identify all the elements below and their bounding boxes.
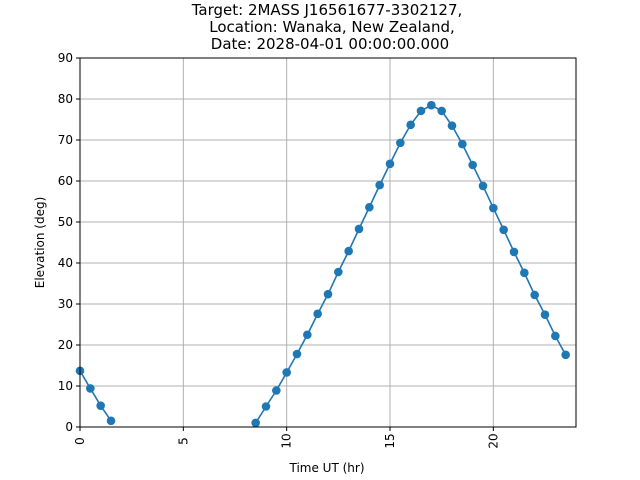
title-line-1: Target: 2MASS J16561677-3302127, (191, 1, 463, 19)
data-series (75, 100, 570, 428)
data-point (540, 310, 550, 319)
data-point (458, 139, 467, 149)
y-tick-label: 30 (58, 297, 73, 311)
data-point (509, 247, 519, 257)
data-point (261, 402, 271, 411)
data-point (385, 159, 395, 169)
y-axis-label: Elevation (deg) (33, 197, 47, 289)
plot-frame (79, 57, 577, 428)
x-axis-label: Time UT (hr) (288, 461, 364, 475)
data-point (520, 268, 529, 278)
x-tick-label: 10 (280, 433, 294, 448)
data-point (396, 138, 405, 148)
data-point (478, 181, 488, 191)
title-line-3: Date: 2028-04-01 00:00:00.000 (211, 35, 449, 53)
y-tick-label: 70 (58, 133, 73, 147)
data-point (365, 202, 374, 212)
data-point (499, 225, 508, 235)
data-point (303, 330, 312, 340)
data-point (561, 350, 570, 360)
data-point (96, 401, 105, 410)
data-point (313, 309, 322, 319)
x-tick-label: 5 (176, 437, 190, 445)
y-tick-label: 0 (65, 420, 73, 434)
y-tick-label: 50 (58, 215, 73, 229)
data-point (344, 246, 353, 256)
series-line (79, 370, 112, 422)
data-point (272, 386, 281, 395)
data-point (530, 290, 539, 300)
data-point (427, 100, 436, 110)
data-point (292, 349, 302, 359)
y-tick-label: 20 (58, 338, 73, 352)
axis-ticks: 0 5 10 15 20 0 10 20 30 40 50 60 70 80 90 (58, 51, 501, 449)
y-tick-label: 80 (58, 92, 73, 106)
data-point (334, 267, 343, 277)
x-tick-label: 15 (383, 433, 397, 448)
y-tick-label: 60 (58, 174, 73, 188)
x-tick-label: 20 (486, 433, 500, 448)
data-point (416, 106, 426, 116)
data-point (551, 331, 560, 341)
data-point (468, 160, 477, 170)
data-point (375, 180, 384, 190)
data-point (106, 416, 116, 426)
data-point (437, 106, 446, 116)
title-line-2: Location: Wanaka, New Zealand, (209, 18, 455, 36)
data-point (406, 120, 415, 130)
y-tick-label: 40 (58, 256, 73, 270)
data-point (489, 203, 498, 213)
data-point (323, 289, 333, 299)
chart-title: Target: 2MASS J16561677-3302127, Locatio… (191, 1, 463, 53)
data-point (251, 418, 260, 428)
x-tick-label: 0 (73, 437, 87, 445)
data-point (354, 224, 364, 234)
data-point (282, 368, 291, 377)
y-tick-label: 10 (58, 379, 73, 393)
y-tick-label: 90 (58, 51, 73, 65)
data-point (86, 384, 95, 393)
data-point (447, 121, 457, 130)
